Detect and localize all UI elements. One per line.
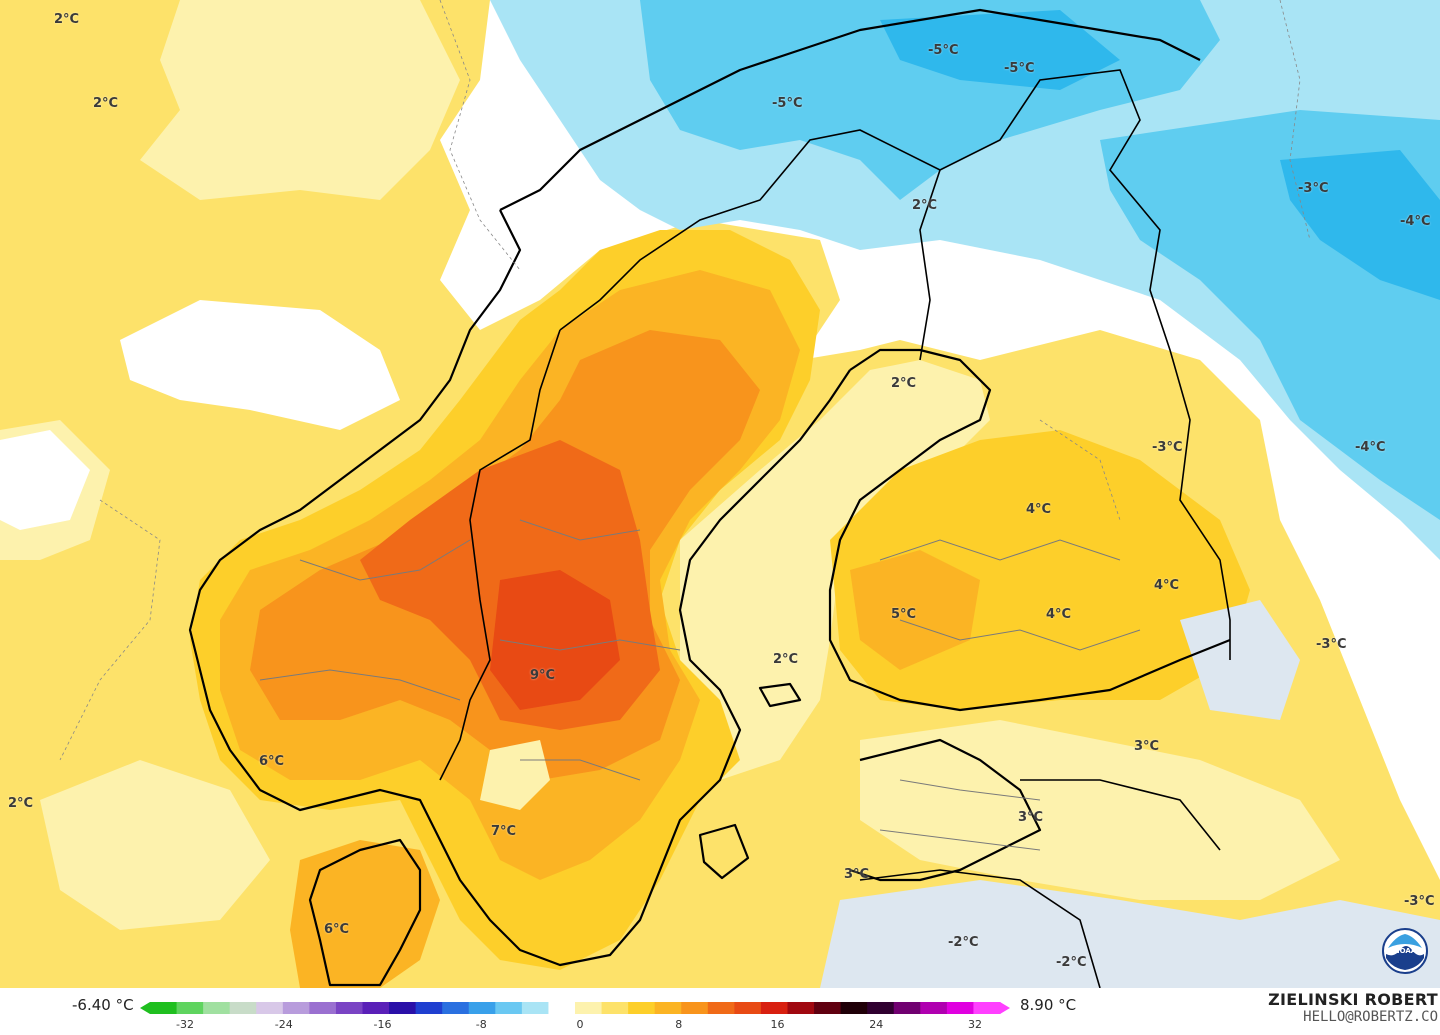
scale-left-arrow xyxy=(140,1002,150,1014)
legend-tick: 16 xyxy=(770,1018,785,1031)
coastlines xyxy=(188,8,1231,987)
temp-label: 4°C xyxy=(1154,578,1180,593)
belarus-blue-field xyxy=(820,880,1440,988)
legend-tick: -16 xyxy=(373,1018,392,1031)
lake-pale-patch xyxy=(480,740,550,810)
temp-label: -3°C xyxy=(1298,181,1329,196)
temp-label: 2°C xyxy=(54,12,80,27)
scale-cell xyxy=(256,1002,284,1014)
author-email[interactable]: HELLO@ROBERTZ.CO xyxy=(1303,1009,1438,1025)
scale-cell xyxy=(150,1002,178,1014)
temp-label: 2°C xyxy=(8,796,34,811)
scale-cell xyxy=(362,1002,390,1014)
scale-cell xyxy=(681,1002,709,1014)
atlantic-white-patch xyxy=(120,300,400,430)
scale-cell xyxy=(415,1002,443,1014)
scale-cell xyxy=(309,1002,337,1014)
legend-max-value: 8.90 °C xyxy=(1020,996,1077,1014)
legend-tick: 8 xyxy=(675,1018,683,1031)
scale-cell xyxy=(282,1002,310,1014)
temp-label: -4°C xyxy=(1400,214,1431,229)
legend-min-value: -6.40 °C xyxy=(72,996,134,1014)
svg-text:NOAA: NOAA xyxy=(1394,947,1417,955)
temp-label: 2°C xyxy=(912,198,938,213)
scandinavia-hot-core xyxy=(490,570,620,710)
noaa-logo-icon: NOAA xyxy=(1382,928,1428,974)
legend-bar: -6.40 °C -32 -24 -16 -8 0 8 16 24 32 8.90 °C ZIE… xyxy=(0,988,1440,1035)
temp-label: 4°C xyxy=(1046,607,1072,622)
scale-cell xyxy=(176,1002,204,1014)
temp-label: 5°C xyxy=(891,607,917,622)
scale-cell xyxy=(893,1002,921,1014)
scale-cell xyxy=(814,1002,842,1014)
scale-cell xyxy=(601,1002,629,1014)
scale-cell xyxy=(521,1002,549,1014)
scale-right-arrow xyxy=(1000,1002,1010,1014)
arctic-deep-cold xyxy=(880,10,1120,90)
temp-label: 9°C xyxy=(530,668,556,683)
scale-cell xyxy=(442,1002,470,1014)
scale-cell xyxy=(628,1002,656,1014)
region-borders xyxy=(259,519,1141,851)
denmark-warm-field xyxy=(290,840,440,988)
temp-label: -2°C xyxy=(948,935,979,950)
temp-label: -3°C xyxy=(1316,637,1347,652)
scale-cell xyxy=(229,1002,257,1014)
temp-label: -5°C xyxy=(1004,61,1035,76)
legend-tick: -24 xyxy=(274,1018,293,1031)
scale-cell xyxy=(468,1002,496,1014)
scale-cell xyxy=(203,1002,231,1014)
scale-cell xyxy=(787,1002,815,1014)
author-name: ZIELINSKI ROBERT xyxy=(1268,990,1438,1009)
temp-label: 6°C xyxy=(259,754,285,769)
legend-tick: -8 xyxy=(475,1018,487,1031)
temp-label: 2°C xyxy=(891,376,917,391)
atlantic-white-patch-2 xyxy=(0,430,90,530)
baltic-pale-field xyxy=(860,720,1340,900)
contour-lines xyxy=(59,0,1311,761)
map-canvas xyxy=(0,0,1440,988)
scale-cell xyxy=(548,1002,576,1014)
temp-label: -4°C xyxy=(1355,440,1386,455)
color-scale-cells xyxy=(140,1002,1010,1014)
temp-label: -5°C xyxy=(928,43,959,58)
scale-cell xyxy=(946,1002,974,1014)
temp-label: -5°C xyxy=(772,96,803,111)
legend-tick: 32 xyxy=(968,1018,982,1031)
temp-label: 4°C xyxy=(1026,502,1052,517)
temp-label: 3°C xyxy=(1018,810,1044,825)
temp-label: 3°C xyxy=(1134,739,1160,754)
scale-cell xyxy=(389,1002,417,1014)
finland-warm-core xyxy=(850,550,980,670)
russia-deep-cold xyxy=(1280,150,1440,300)
scale-cell xyxy=(760,1002,788,1014)
legend-tick: -32 xyxy=(176,1018,194,1031)
scale-cell xyxy=(920,1002,948,1014)
temp-label: -3°C xyxy=(1404,894,1435,909)
temp-label: -3°C xyxy=(1152,440,1183,455)
atlantic-pale-patch-3 xyxy=(40,760,270,930)
temp-label: 6°C xyxy=(324,922,350,937)
legend-tick: 24 xyxy=(869,1018,884,1031)
scale-cell xyxy=(734,1002,762,1014)
color-scale xyxy=(140,1002,1010,1014)
russia-pale-blue xyxy=(1180,600,1300,720)
temperature-map: 2°C 2°C 2°C -5°C -5°C -5°C 2°C -3°C -4°C… xyxy=(0,0,1440,988)
temp-label: 2°C xyxy=(93,96,119,111)
temp-label: -2°C xyxy=(1056,955,1087,970)
scale-cell xyxy=(575,1002,603,1014)
atlantic-pale-patch xyxy=(140,0,460,200)
scale-cell xyxy=(654,1002,682,1014)
temp-label: 2°C xyxy=(773,652,799,667)
scale-cell xyxy=(495,1002,523,1014)
scale-cell xyxy=(335,1002,363,1014)
country-borders xyxy=(439,69,1231,988)
temp-label: 7°C xyxy=(491,824,517,839)
temp-label: 3°C xyxy=(844,867,870,882)
scale-cell xyxy=(867,1002,895,1014)
scale-cell xyxy=(973,1002,1001,1014)
scale-cell xyxy=(840,1002,868,1014)
legend-tick: 0 xyxy=(576,1018,584,1031)
scale-cell xyxy=(707,1002,735,1014)
